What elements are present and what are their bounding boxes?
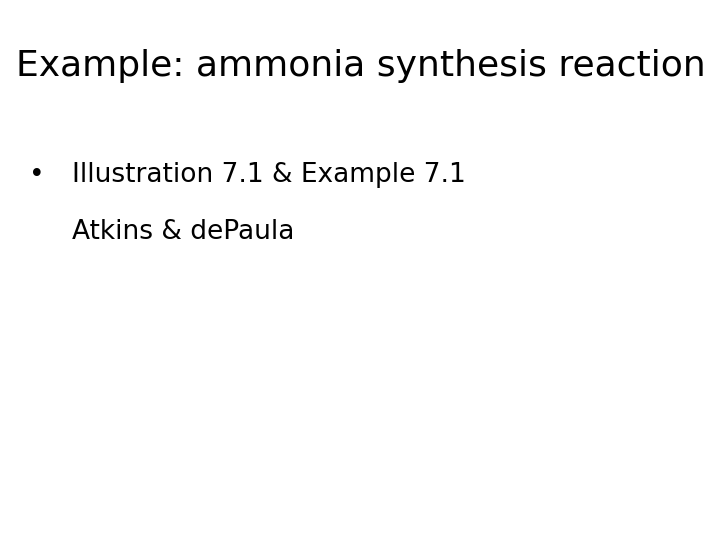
Text: Atkins & dePaula: Atkins & dePaula <box>72 219 294 245</box>
Text: Illustration 7.1 & Example 7.1: Illustration 7.1 & Example 7.1 <box>72 162 466 188</box>
Text: Example: ammonia synthesis reaction: Example: ammonia synthesis reaction <box>16 49 706 83</box>
Text: •: • <box>29 162 45 188</box>
